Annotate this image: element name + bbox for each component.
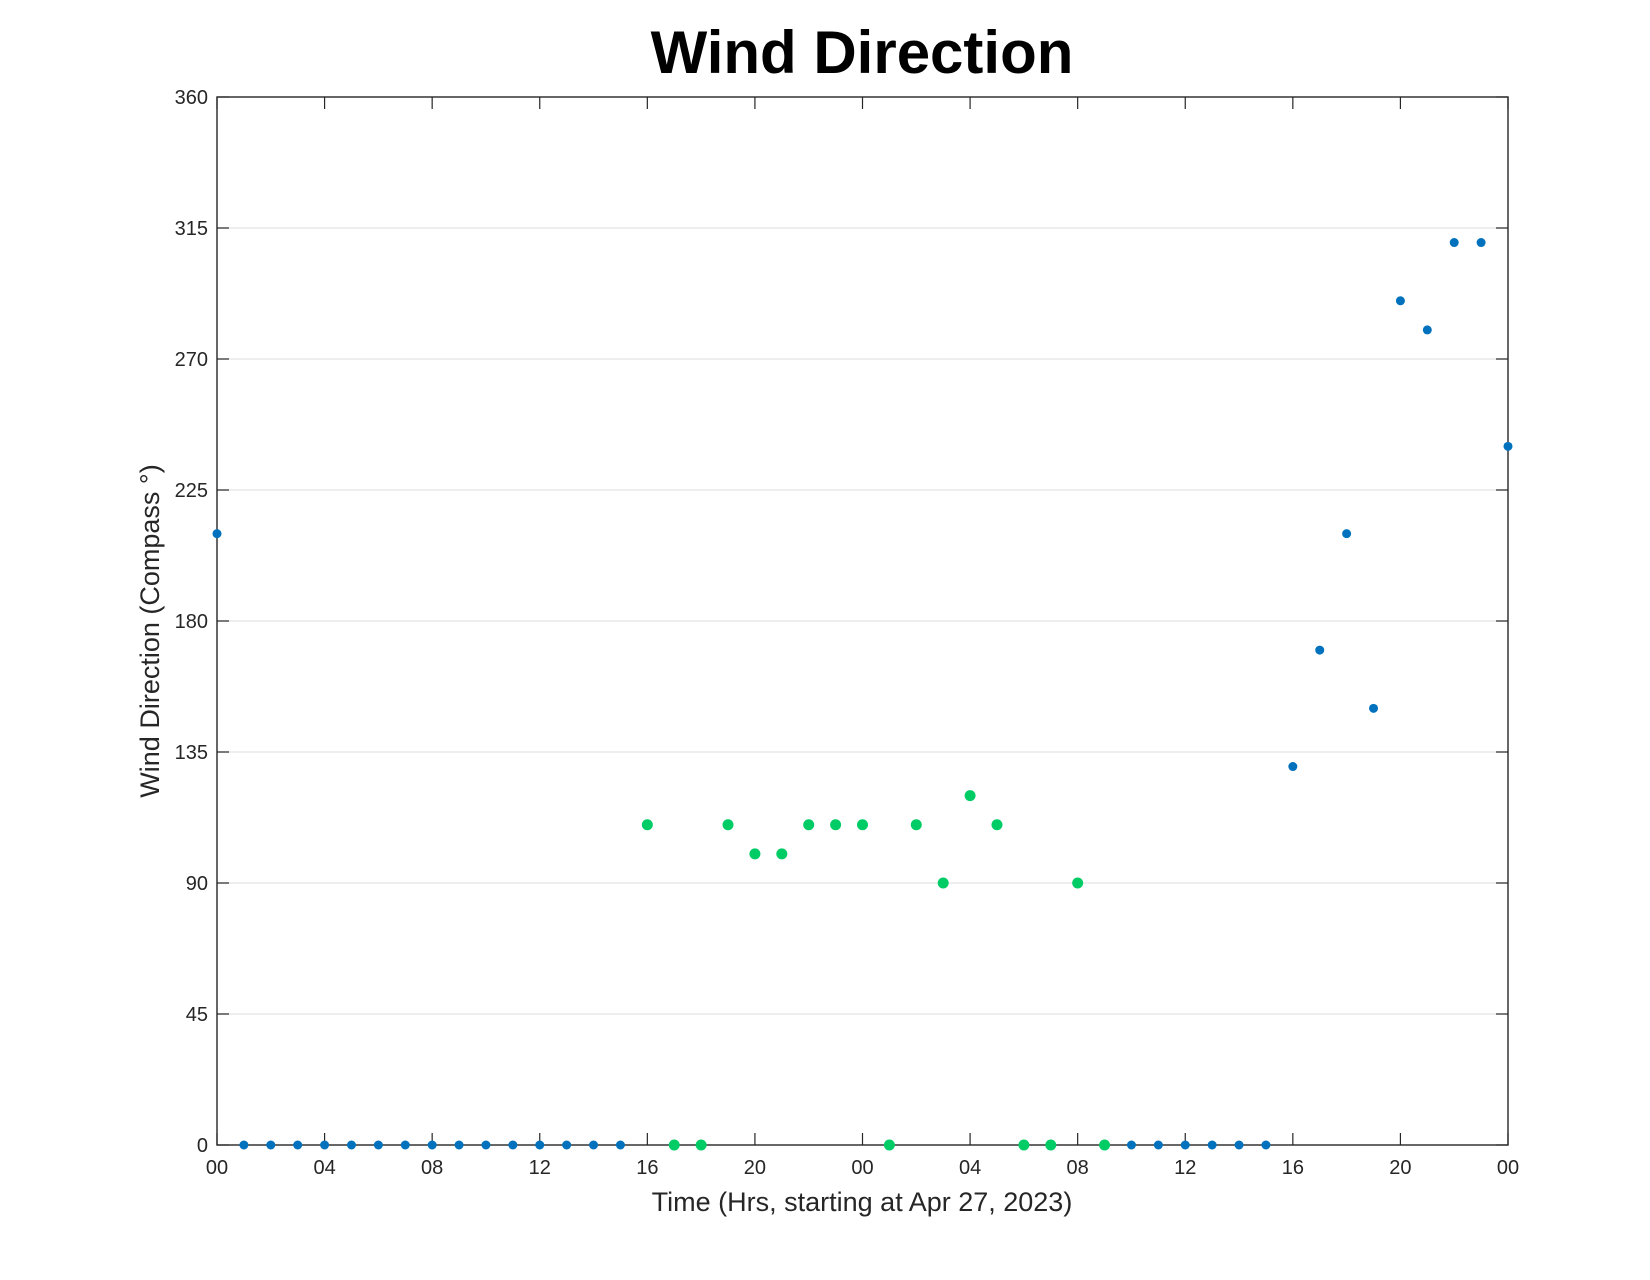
data-point	[937, 877, 949, 889]
data-point	[883, 1139, 895, 1151]
data-point	[857, 819, 868, 831]
data-point	[589, 1140, 599, 1150]
y-tick-label: 45	[186, 1004, 208, 1026]
data-point	[1072, 877, 1084, 889]
x-tick-label: 12	[1174, 1157, 1196, 1179]
data-point	[481, 1140, 491, 1150]
x-tick-label: 16	[1282, 1157, 1304, 1179]
data-point	[1207, 1140, 1217, 1150]
x-tick-label: 08	[1067, 1157, 1089, 1179]
x-tick-label: 04	[313, 1157, 335, 1179]
data-point	[1395, 296, 1405, 306]
data-point	[776, 848, 788, 860]
data-point	[1422, 325, 1432, 335]
data-point	[695, 1139, 707, 1151]
data-point	[1288, 762, 1298, 772]
data-point	[1099, 1139, 1111, 1151]
data-point	[1234, 1140, 1244, 1150]
data-point	[239, 1140, 249, 1150]
tick-labels: 0 45 90 135 180 225 270 315 360 00 04 08 12 16 20 00 04 0…	[175, 87, 1520, 1179]
data-point	[1261, 1140, 1271, 1150]
data-point	[615, 1140, 625, 1150]
data-point	[373, 1140, 383, 1150]
y-tick-label: 135	[175, 742, 208, 764]
data-point	[1369, 703, 1379, 713]
x-tick-label: 00	[206, 1157, 228, 1179]
y-tick-label: 180	[175, 611, 208, 633]
data-point	[1342, 529, 1352, 539]
plot-frame	[216, 96, 1509, 1146]
y-tick-label: 225	[175, 480, 208, 502]
x-tick-label: 20	[1389, 1157, 1411, 1179]
data-point	[910, 819, 922, 831]
data-point	[1126, 1140, 1136, 1150]
data-point	[293, 1140, 303, 1150]
data-point	[1180, 1140, 1190, 1150]
x-tick-label: 00	[851, 1157, 873, 1179]
data-point	[1045, 1139, 1057, 1151]
data-point	[427, 1140, 437, 1150]
y-tick-label: 360	[175, 87, 208, 109]
data-point	[508, 1140, 518, 1150]
chart-title: Wind Direction	[651, 19, 1074, 86]
data-point	[722, 819, 734, 831]
x-tick-label: 12	[529, 1157, 551, 1179]
data-point	[562, 1140, 572, 1150]
data-point	[1503, 441, 1513, 451]
y-axis-label: Wind Direction (Compass °)	[135, 464, 165, 797]
y-tick-label: 90	[186, 873, 208, 895]
data-point	[346, 1140, 356, 1150]
data-point	[1153, 1140, 1163, 1150]
grid-lines	[217, 227, 1508, 1015]
y-tick-label: 270	[175, 349, 208, 371]
y-tick-label: 0	[197, 1135, 208, 1157]
data-point	[749, 848, 761, 860]
data-point	[1315, 645, 1325, 655]
data-point	[1476, 238, 1486, 248]
x-axis-label: Time (Hrs, starting at Apr 27, 2023)	[652, 1187, 1073, 1217]
data-point	[803, 819, 815, 831]
data-point	[400, 1140, 410, 1150]
axes	[216, 96, 1509, 1146]
x-tick-label: 20	[744, 1157, 766, 1179]
data-point	[641, 819, 653, 831]
x-tick-label: 08	[421, 1157, 443, 1179]
x-tick-label: 00	[1497, 1157, 1519, 1179]
data-point	[266, 1140, 276, 1150]
data-point	[830, 819, 842, 831]
data-point	[991, 819, 1003, 831]
data-point	[535, 1140, 545, 1150]
data-point	[1018, 1139, 1030, 1151]
data-point	[1449, 238, 1459, 248]
data-point	[964, 790, 976, 802]
y-tick-label: 315	[175, 218, 208, 240]
x-tick-label: 04	[959, 1157, 981, 1179]
data-point	[212, 529, 222, 539]
x-tick-label: 16	[636, 1157, 658, 1179]
data-point	[320, 1140, 330, 1150]
data-point	[668, 1139, 680, 1151]
data-point	[454, 1140, 464, 1150]
data-points	[212, 238, 1513, 1151]
